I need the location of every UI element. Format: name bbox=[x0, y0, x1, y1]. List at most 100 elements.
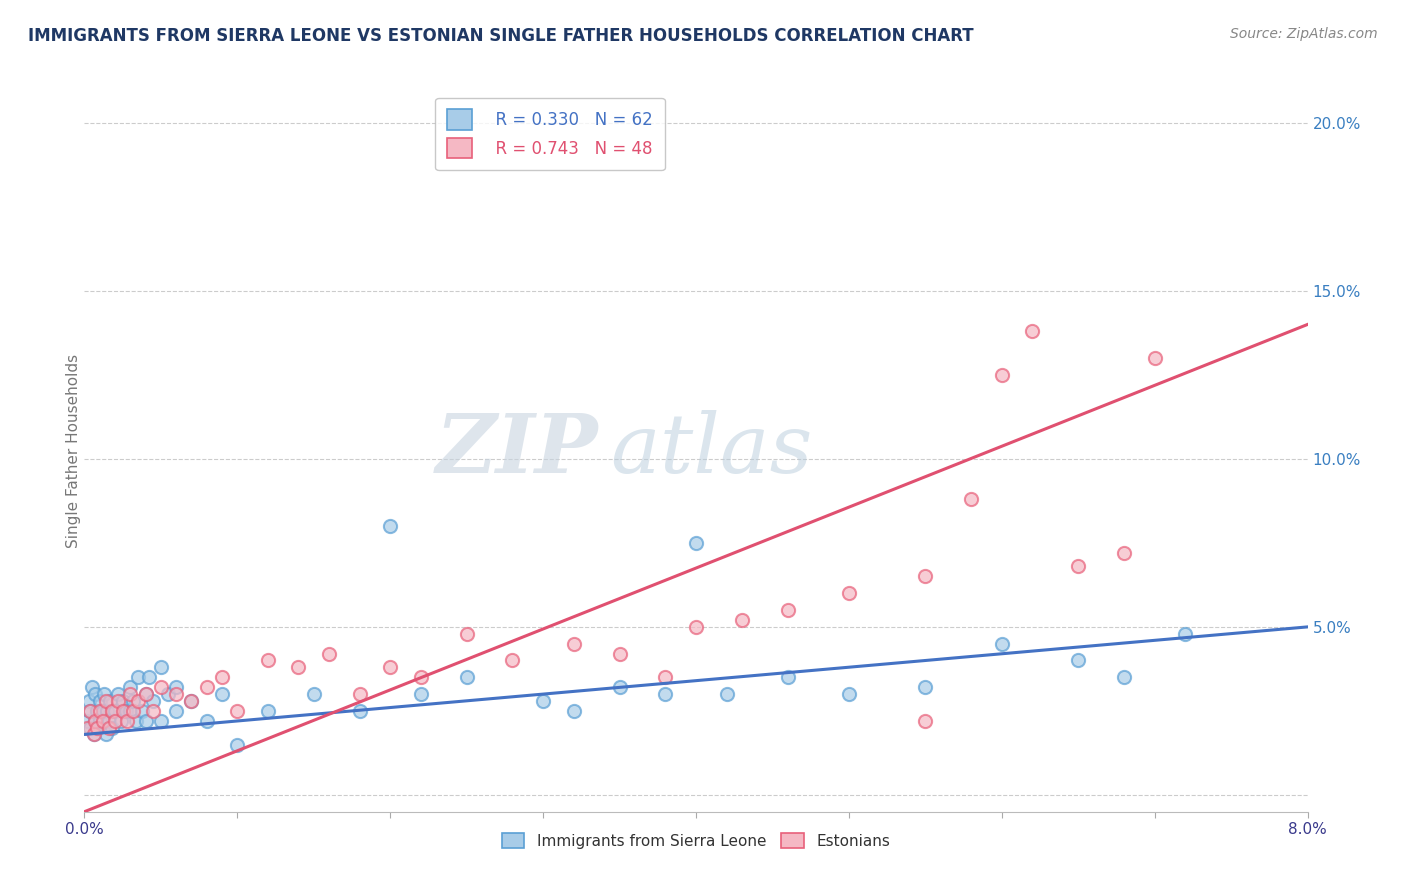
Point bbox=[609, 681, 631, 695]
Point bbox=[131, 704, 153, 718]
Point bbox=[84, 687, 107, 701]
Point bbox=[349, 687, 371, 701]
Point bbox=[122, 704, 145, 718]
Point bbox=[120, 681, 142, 695]
Point bbox=[226, 738, 249, 752]
Point bbox=[101, 721, 124, 735]
Point bbox=[104, 704, 127, 718]
Point bbox=[195, 714, 218, 728]
Point bbox=[409, 670, 432, 684]
Point bbox=[114, 704, 136, 718]
Point bbox=[287, 660, 309, 674]
Text: atlas: atlas bbox=[610, 410, 813, 491]
Point bbox=[84, 714, 107, 728]
Point bbox=[562, 637, 585, 651]
Point bbox=[77, 694, 100, 708]
Point bbox=[79, 721, 101, 735]
Point bbox=[302, 687, 325, 701]
Point bbox=[97, 714, 120, 728]
Point bbox=[349, 704, 371, 718]
Point bbox=[89, 704, 111, 718]
Point bbox=[838, 687, 860, 701]
Point bbox=[1114, 546, 1136, 560]
Point bbox=[122, 694, 145, 708]
Point bbox=[716, 687, 738, 701]
Point bbox=[776, 670, 799, 684]
Point bbox=[776, 603, 799, 617]
Text: Source: ZipAtlas.com: Source: ZipAtlas.com bbox=[1230, 27, 1378, 41]
Point bbox=[135, 687, 157, 701]
Point bbox=[1067, 653, 1090, 667]
Point bbox=[180, 694, 202, 708]
Point bbox=[83, 727, 105, 741]
Point bbox=[1143, 351, 1166, 365]
Point bbox=[125, 714, 148, 728]
Point bbox=[76, 721, 98, 735]
Point bbox=[1067, 559, 1090, 574]
Point bbox=[380, 519, 402, 533]
Point bbox=[380, 660, 402, 674]
Point bbox=[914, 681, 936, 695]
Point bbox=[1174, 626, 1197, 640]
Point bbox=[107, 694, 129, 708]
Point bbox=[120, 687, 142, 701]
Point bbox=[107, 687, 129, 701]
Point bbox=[409, 687, 432, 701]
Point bbox=[111, 704, 134, 718]
Legend: Immigrants from Sierra Leone, Estonians: Immigrants from Sierra Leone, Estonians bbox=[495, 827, 897, 855]
Point bbox=[165, 681, 187, 695]
Point bbox=[991, 637, 1014, 651]
Point bbox=[165, 704, 187, 718]
Point bbox=[211, 670, 233, 684]
Point bbox=[79, 704, 101, 718]
Point bbox=[83, 727, 105, 741]
Point bbox=[104, 714, 127, 728]
Point bbox=[149, 660, 172, 674]
Point bbox=[149, 714, 172, 728]
Point bbox=[138, 670, 160, 684]
Point bbox=[456, 670, 478, 684]
Point bbox=[94, 694, 117, 708]
Point bbox=[97, 721, 120, 735]
Point bbox=[96, 704, 118, 718]
Point bbox=[86, 704, 108, 718]
Point bbox=[456, 626, 478, 640]
Point bbox=[120, 704, 142, 718]
Point bbox=[157, 687, 180, 701]
Point bbox=[257, 704, 280, 718]
Point bbox=[93, 687, 115, 701]
Y-axis label: Single Father Households: Single Father Households bbox=[66, 353, 80, 548]
Point bbox=[89, 714, 111, 728]
Point bbox=[84, 714, 107, 728]
Point bbox=[79, 704, 101, 718]
Point bbox=[87, 721, 110, 735]
Point bbox=[89, 694, 111, 708]
Point bbox=[226, 704, 249, 718]
Point bbox=[110, 714, 132, 728]
Point bbox=[115, 714, 138, 728]
Point bbox=[86, 721, 108, 735]
Point bbox=[142, 694, 165, 708]
Point bbox=[502, 653, 524, 667]
Point bbox=[609, 647, 631, 661]
Point bbox=[731, 613, 754, 627]
Point bbox=[195, 681, 218, 695]
Point bbox=[838, 586, 860, 600]
Point bbox=[960, 492, 983, 507]
Point bbox=[654, 670, 676, 684]
Point bbox=[76, 714, 98, 728]
Point bbox=[531, 694, 554, 708]
Point bbox=[257, 653, 280, 667]
Point bbox=[127, 694, 149, 708]
Point bbox=[101, 704, 124, 718]
Point bbox=[135, 687, 157, 701]
Point bbox=[211, 687, 233, 701]
Point bbox=[318, 647, 340, 661]
Point bbox=[165, 687, 187, 701]
Point bbox=[1114, 670, 1136, 684]
Point bbox=[685, 620, 707, 634]
Point bbox=[91, 704, 114, 718]
Point bbox=[142, 704, 165, 718]
Point bbox=[135, 714, 157, 728]
Point bbox=[991, 368, 1014, 382]
